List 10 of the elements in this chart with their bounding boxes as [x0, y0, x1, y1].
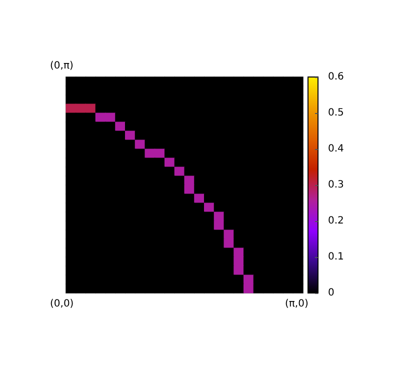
color-bar-label: 0: [328, 288, 334, 298]
text: (0,π): [50, 60, 74, 72]
color-bar-label: 0.4: [328, 144, 344, 154]
color-bar-label: 0.1: [328, 252, 344, 262]
color-bar-label: 0.5: [328, 108, 344, 118]
color-bar-label: 0.6: [328, 72, 344, 82]
color-bar-label: 0.2: [328, 216, 344, 226]
text: (π,0): [285, 298, 308, 310]
color-bar-label: 0.3: [328, 180, 344, 190]
text: (0,0): [50, 298, 74, 310]
